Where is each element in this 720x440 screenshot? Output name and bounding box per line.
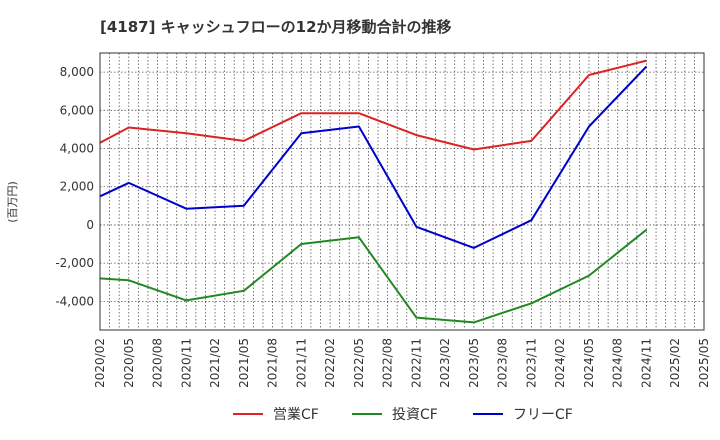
- y-tick-label: 8,000: [60, 65, 94, 79]
- legend: 営業CF 投資CF フリーCF: [233, 407, 573, 423]
- x-tick-label: 2022/08: [381, 338, 395, 388]
- y-axis: -4,000 -2,000 0 2,000 4,000 6,000 8,000: [55, 65, 94, 308]
- x-tick-label: 2025/02: [668, 338, 682, 388]
- legend-label-3: フリーCF: [513, 407, 573, 423]
- x-tick-label: 2023/02: [438, 338, 452, 388]
- x-tick-label: 2022/05: [352, 338, 366, 388]
- chart-title: [4187] キャッシュフローの12か月移動合計の推移: [100, 18, 452, 36]
- x-tick-label: 2024/11: [639, 338, 653, 388]
- x-tick-label: 2025/05: [697, 338, 711, 388]
- plot-area: [100, 53, 704, 330]
- x-tick-label: 2023/05: [467, 338, 481, 388]
- y-tick-label: 6,000: [60, 103, 94, 117]
- y-tick-label: 4,000: [60, 142, 94, 156]
- x-tick-label: 2021/11: [294, 338, 308, 388]
- x-tick-label: 2020/05: [122, 338, 136, 388]
- y-tick-label: 2,000: [60, 180, 94, 194]
- y-tick-label: 0: [86, 218, 94, 232]
- x-tick-label: 2020/08: [151, 338, 165, 388]
- x-tick-label: 2024/05: [582, 338, 596, 388]
- x-tick-label: 2022/02: [323, 338, 337, 388]
- x-tick-label: 2021/08: [266, 338, 280, 388]
- grid: [100, 53, 704, 330]
- legend-label-1: 営業CF: [273, 407, 319, 423]
- x-tick-label: 2021/05: [237, 338, 251, 388]
- x-tick-label: 2024/08: [611, 338, 625, 388]
- series-line-1: [99, 59, 647, 151]
- y-axis-label: (百万円): [6, 181, 19, 223]
- legend-label-2: 投資CF: [392, 407, 438, 423]
- x-tick-label: 2023/11: [524, 338, 538, 388]
- plot-border: [99, 52, 705, 331]
- x-tick-label: 2020/11: [179, 338, 193, 388]
- x-axis: 2020/02 2020/05 2020/08 2020/11 2021/02 2021/…: [93, 338, 711, 388]
- y-tick-label: -4,000: [55, 294, 94, 308]
- y-tick-label: -2,000: [55, 256, 94, 270]
- x-tick-label: 2022/11: [409, 338, 423, 388]
- series-group: [99, 59, 648, 324]
- series-line-3: [99, 65, 648, 249]
- series-line-2: [99, 228, 648, 324]
- x-tick-label: 2024/02: [553, 338, 567, 388]
- x-tick-label: 2020/02: [93, 338, 107, 388]
- x-tick-label: 2023/08: [496, 338, 510, 388]
- x-tick-label: 2021/02: [208, 338, 222, 388]
